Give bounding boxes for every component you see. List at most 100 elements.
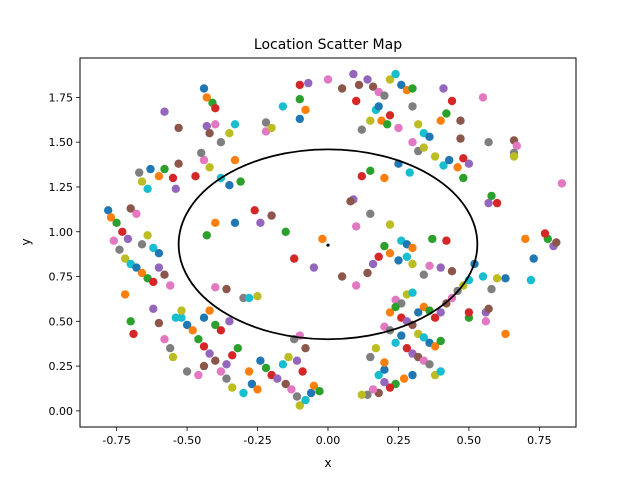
- data-point: [205, 129, 214, 138]
- data-point: [368, 385, 378, 394]
- data-point: [202, 121, 211, 131]
- data-point: [230, 218, 240, 227]
- x-tick-label: -0.50: [173, 434, 201, 447]
- data-point: [408, 370, 417, 380]
- data-point: [436, 116, 445, 125]
- data-point: [363, 268, 372, 278]
- data-point: [137, 177, 147, 186]
- data-point: [256, 356, 265, 365]
- data-point: [402, 344, 412, 353]
- data-point: [174, 159, 183, 168]
- data-point: [253, 385, 262, 394]
- data-point: [154, 249, 164, 258]
- data-point: [419, 270, 428, 279]
- data-point: [109, 236, 119, 245]
- data-point: [374, 102, 383, 111]
- data-point: [106, 213, 116, 222]
- data-point: [436, 308, 445, 317]
- data-point: [126, 317, 135, 326]
- data-point: [459, 173, 468, 183]
- data-point: [380, 173, 389, 183]
- data-point: [236, 177, 245, 186]
- data-point: [211, 120, 220, 129]
- data-point: [261, 118, 271, 127]
- data-point: [177, 306, 186, 315]
- data-point: [295, 114, 304, 124]
- y-tick-label: 1.50: [49, 136, 74, 149]
- data-point: [171, 184, 180, 193]
- data-point: [352, 96, 361, 106]
- x-tick-label: 0.25: [386, 434, 411, 447]
- data-point: [453, 163, 462, 172]
- data-point: [120, 254, 130, 263]
- data-point: [397, 331, 406, 340]
- data-point: [385, 220, 395, 229]
- data-point: [166, 344, 175, 353]
- data-point: [199, 361, 209, 371]
- data-point: [174, 123, 183, 133]
- data-point: [290, 254, 299, 263]
- data-point: [385, 308, 395, 317]
- data-point: [115, 245, 124, 254]
- data-point: [306, 388, 316, 398]
- data-point: [484, 138, 493, 147]
- data-point: [199, 342, 209, 351]
- data-point: [501, 329, 510, 339]
- data-point: [484, 304, 493, 313]
- data-point: [194, 370, 203, 380]
- data-point: [267, 123, 276, 133]
- data-point: [244, 293, 254, 303]
- y-tick-label: 0.00: [49, 405, 74, 418]
- data-point: [397, 80, 406, 90]
- data-point: [383, 120, 392, 129]
- data-point: [301, 395, 310, 405]
- data-point: [366, 166, 375, 175]
- data-point: [408, 102, 417, 111]
- data-point: [202, 93, 211, 102]
- data-point: [374, 252, 383, 261]
- data-point: [123, 234, 133, 244]
- data-point: [526, 275, 536, 285]
- data-point: [211, 104, 220, 113]
- data-point: [492, 198, 502, 208]
- data-point: [394, 123, 403, 133]
- data-point: [456, 134, 465, 143]
- data-point: [408, 84, 417, 93]
- data-point: [430, 342, 440, 351]
- data-point: [380, 241, 389, 251]
- data-point: [304, 78, 313, 88]
- data-point: [149, 277, 158, 287]
- data-point: [216, 138, 226, 147]
- x-tick-label: -0.75: [102, 434, 130, 447]
- data-point: [222, 374, 231, 383]
- x-axis-label: x: [324, 456, 331, 470]
- data-point: [267, 211, 276, 220]
- data-point: [478, 93, 488, 102]
- data-point: [292, 392, 302, 401]
- data-point: [481, 317, 490, 326]
- y-tick-label: 1.75: [49, 91, 74, 104]
- data-point: [385, 383, 395, 392]
- data-point: [408, 243, 417, 253]
- data-point: [368, 82, 378, 91]
- data-point: [160, 164, 169, 174]
- data-point: [112, 218, 121, 227]
- data-point: [149, 304, 158, 313]
- data-point: [211, 218, 220, 227]
- data-point: [337, 272, 347, 281]
- data-point: [168, 352, 178, 362]
- data-point: [366, 352, 375, 362]
- data-point: [346, 197, 355, 206]
- data-point: [278, 102, 288, 111]
- data-point: [132, 209, 141, 218]
- data-point: [425, 132, 434, 141]
- data-point: [357, 125, 366, 134]
- data-point: [295, 80, 304, 90]
- y-axis-label: y: [19, 238, 33, 245]
- data-point: [318, 234, 327, 244]
- data-point: [199, 84, 209, 93]
- data-point: [216, 326, 226, 335]
- data-point: [132, 263, 141, 272]
- data-point: [301, 344, 310, 353]
